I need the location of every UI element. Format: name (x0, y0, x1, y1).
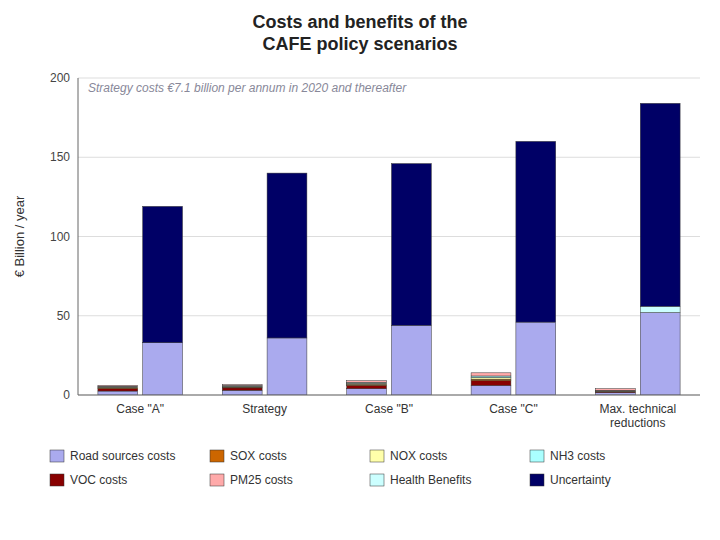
bar-segment (98, 391, 138, 395)
bar-segment (640, 313, 680, 395)
bar-segment (267, 173, 307, 338)
bar-segment (98, 386, 138, 388)
bar-segment (98, 385, 138, 387)
legend-label: Health Benefits (390, 473, 471, 487)
grid (78, 78, 700, 395)
legend: Road sources costs SOX costs NOX costs NH3 … (50, 449, 611, 487)
legend-label: VOC costs (70, 473, 127, 487)
x-axis-line (78, 395, 700, 396)
legend-swatch (50, 450, 64, 462)
bar-segment (471, 373, 511, 376)
bar-segment (222, 385, 262, 387)
bar-segment (222, 386, 262, 388)
x-tick-label: Strategy (242, 402, 287, 416)
x-tick-label: Case "B" (365, 402, 413, 416)
legend-label: NH3 costs (550, 449, 605, 463)
bar-segment (143, 206, 183, 342)
bar-segment (98, 387, 138, 389)
bar-segment (143, 343, 183, 395)
bar-segment (391, 164, 431, 326)
bar-segment (471, 385, 511, 395)
annotation: Strategy costs €7.1 billion per annum in… (88, 81, 407, 95)
chart-container: Costs and benefits of theCAFE policy sce… (0, 0, 720, 540)
legend-label: Uncertainty (550, 473, 611, 487)
grid-line (78, 78, 700, 79)
bar-segment (347, 385, 387, 388)
title: Costs and benefits of theCAFE policy sce… (252, 12, 467, 54)
legend-swatch (210, 474, 224, 486)
bar-segment (347, 389, 387, 395)
bar-segment (640, 103, 680, 306)
legend-swatch (370, 450, 384, 462)
bar-segment (222, 387, 262, 389)
bar-segment (640, 306, 680, 312)
bar-segment (596, 391, 636, 392)
y-tick-label: 50 (57, 309, 71, 323)
x-tick-label: Max. technicalreductions (599, 402, 676, 430)
grid-line (78, 395, 700, 396)
chart: Costs and benefits of theCAFE policy sce… (0, 0, 720, 540)
legend-label: PM25 costs (230, 473, 293, 487)
legend-swatch (530, 474, 544, 486)
bar-segment (471, 381, 511, 386)
x-tick-label: Case "C" (489, 402, 538, 416)
bar-segment (98, 389, 138, 391)
y-tick-label: 100 (50, 230, 70, 244)
bar-segment (98, 387, 138, 389)
legend-label: SOX costs (230, 449, 287, 463)
bar-segment (222, 390, 262, 395)
bar-segment (222, 388, 262, 390)
legend-label: NOX costs (390, 449, 447, 463)
bar-segment (391, 325, 431, 395)
y-axis-label: € Billion / year (12, 195, 27, 277)
bars (98, 103, 680, 395)
y-axis-line (78, 78, 79, 395)
grid-line (78, 157, 700, 158)
legend-label: Road sources costs (70, 449, 175, 463)
bar-segment (222, 384, 262, 386)
bar-segment (267, 338, 307, 395)
y-tick-label: 0 (63, 388, 70, 402)
bar-segment (596, 389, 636, 391)
bar-segment (347, 381, 387, 383)
x-tick-label: Case "A" (116, 402, 164, 416)
y-tick-label: 150 (50, 150, 70, 164)
bar-segment (516, 141, 556, 322)
bar-segment (596, 391, 636, 393)
bar-segment (516, 322, 556, 395)
legend-swatch (370, 474, 384, 486)
legend-swatch (210, 450, 224, 462)
y-tick-label: 200 (50, 71, 70, 85)
bar-segment (347, 383, 387, 384)
legend-swatch (530, 450, 544, 462)
legend-swatch (50, 474, 64, 486)
